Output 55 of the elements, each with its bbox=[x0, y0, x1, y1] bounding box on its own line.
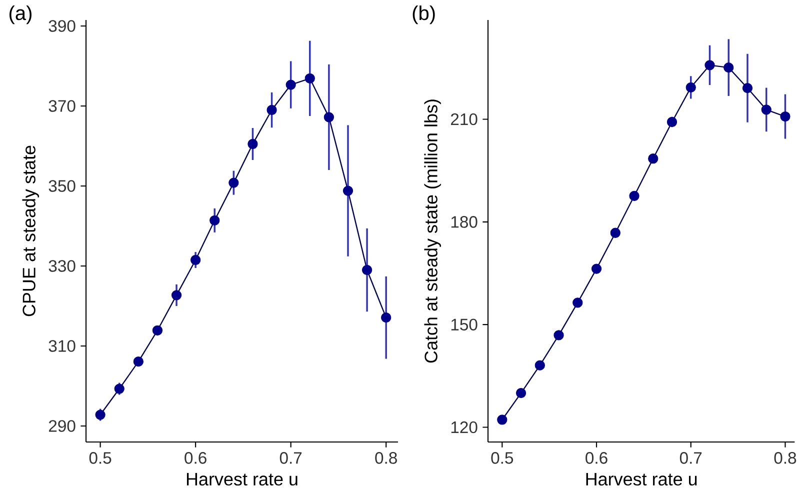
point bbox=[516, 388, 526, 398]
point bbox=[704, 60, 715, 70]
point bbox=[497, 414, 508, 425]
point bbox=[210, 215, 220, 226]
x-tick-label: 0.5 bbox=[491, 452, 514, 464]
x-tick-label: 0.8 bbox=[774, 452, 796, 464]
point bbox=[610, 228, 620, 238]
point bbox=[761, 104, 772, 115]
point bbox=[742, 83, 753, 94]
x-axis-title: Harvest rate u bbox=[186, 472, 298, 486]
point bbox=[95, 410, 106, 420]
y-tick-label: 310 bbox=[48, 340, 76, 352]
text: (a) bbox=[10, 5, 32, 24]
point bbox=[686, 82, 696, 92]
point bbox=[724, 62, 734, 73]
point bbox=[114, 384, 124, 394]
x-tick-label: 0.8 bbox=[375, 452, 397, 464]
point bbox=[190, 254, 201, 266]
point bbox=[152, 325, 163, 336]
y-tick-label: 330 bbox=[48, 260, 76, 272]
point bbox=[666, 116, 678, 128]
point bbox=[266, 104, 277, 116]
y-tick-label: 150 bbox=[451, 318, 478, 330]
y-axis-title: CPUE at steady state bbox=[22, 146, 40, 316]
point bbox=[228, 178, 239, 188]
y-tick-label: 370 bbox=[48, 100, 76, 112]
y-tick-label: 210 bbox=[450, 113, 478, 126]
point bbox=[286, 80, 296, 90]
point bbox=[591, 264, 602, 274]
point bbox=[534, 360, 545, 370]
y-tick-label: 180 bbox=[451, 216, 478, 228]
point bbox=[648, 154, 658, 164]
point bbox=[554, 330, 564, 340]
point bbox=[171, 290, 182, 300]
y-tick-label: 390 bbox=[48, 20, 76, 32]
x-tick-label: 0.7 bbox=[680, 452, 702, 464]
x-tick-label: 0.5 bbox=[89, 452, 112, 464]
point bbox=[304, 73, 315, 84]
point bbox=[629, 190, 640, 201]
y-tick-label: 120 bbox=[451, 421, 478, 434]
text: (b) bbox=[412, 5, 435, 24]
point bbox=[381, 312, 392, 323]
x-tick-label: 0.7 bbox=[280, 452, 302, 464]
point bbox=[324, 112, 334, 122]
point bbox=[572, 298, 583, 308]
x-tick-label: 0.6 bbox=[586, 452, 608, 464]
point bbox=[362, 264, 372, 276]
point bbox=[248, 138, 258, 150]
point bbox=[133, 356, 144, 367]
y-tick-label: 350 bbox=[48, 180, 76, 192]
x-tick-label: 0.6 bbox=[184, 452, 206, 464]
x-axis-title: Harvest rate u bbox=[586, 472, 697, 486]
y-tick-label: 290 bbox=[48, 420, 76, 432]
y-axis-title: Catch at steady state (million lbs) bbox=[424, 100, 442, 363]
point bbox=[342, 186, 354, 196]
